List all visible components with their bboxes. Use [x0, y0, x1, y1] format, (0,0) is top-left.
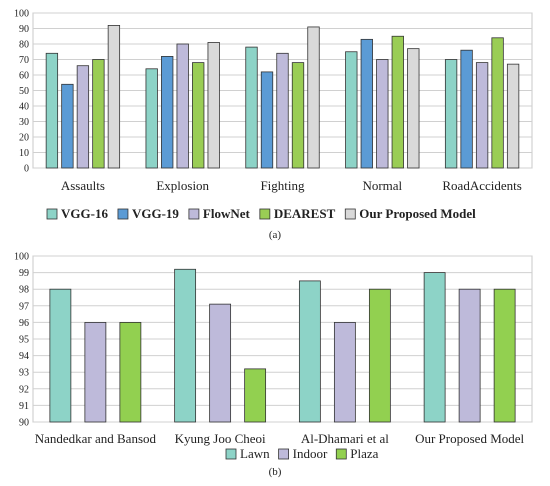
chart-a-legend: VGG-16 VGG-19 FlowNet DEAREST Our Proposed M… [46, 206, 476, 221]
legend-swatch [344, 208, 356, 220]
chart-b-gridlines [33, 255, 532, 423]
bar-dearest-fighting [291, 62, 305, 169]
y-tick-label: 10 [19, 148, 29, 159]
y-tick-label: 99 [19, 268, 29, 279]
chart-a-caption: (a) [269, 229, 282, 241]
legend-label: Our Proposed Model [359, 206, 476, 221]
chart-b: 90 91 92 93 94 95 96 97 98 99 100 Nandedkar and Ba… [14, 252, 533, 478]
x-category-label: Fighting [260, 178, 305, 193]
y-tick-label: 93 [19, 368, 29, 379]
chart-a-bars [45, 24, 520, 169]
y-tick-label: 70 [19, 55, 29, 66]
x-category-label: Normal [362, 178, 402, 193]
bar-vgg-19-assaults [61, 83, 74, 169]
chart-b-caption: (b) [269, 466, 282, 478]
bar-indoor-al-dhamari-et-al [333, 321, 356, 423]
legend-swatch [225, 448, 237, 460]
bar-indoor-kyung-joo-cheoi [209, 303, 232, 423]
y-tick-label: 40 [19, 102, 29, 113]
bar-indoor-our-proposed-model [458, 288, 481, 423]
bar-our-proposed-model-explosion [207, 42, 220, 169]
bar-vgg-16-normal [345, 51, 358, 169]
x-category-label: Al-Dhamari et al [301, 431, 389, 446]
x-category-label: Our Proposed Model [415, 431, 524, 446]
x-category-label: Nandedkar and Bansod [35, 431, 157, 446]
y-tick-label: 98 [19, 285, 29, 296]
bar-our-proposed-model-roadaccidents [506, 63, 520, 169]
y-tick-label: 50 [19, 86, 29, 97]
bar-vgg-19-explosion [161, 56, 174, 169]
chart-b-legend: Lawn Indoor Plaza [225, 446, 379, 461]
legend-swatch [188, 208, 200, 220]
y-tick-label: 90 [19, 24, 29, 35]
y-tick-label: 100 [14, 252, 29, 263]
x-category-label: Assaults [61, 178, 105, 193]
x-category-label: Kyung Joo Cheoi [175, 431, 266, 446]
y-tick-label: 96 [19, 318, 29, 329]
bar-lawn-al-dhamari-et-al [298, 280, 321, 423]
bar-vgg-16-roadaccidents [444, 59, 458, 169]
legend-swatch [335, 448, 347, 460]
bar-lawn-nandedkar-and-bansod [49, 288, 72, 423]
bar-flownet-explosion [176, 43, 189, 169]
bar-vgg-19-normal [360, 38, 373, 169]
y-tick-label: 95 [19, 335, 29, 346]
chart-b-x-axis: Nandedkar and Bansod Kyung Joo Cheoi Al-Dh… [35, 431, 525, 446]
bar-our-proposed-model-normal [407, 48, 420, 169]
bar-lawn-kyung-joo-cheoi [174, 268, 197, 423]
chart-b-y-axis: 90 91 92 93 94 95 96 97 98 99 100 [14, 252, 29, 429]
chart-a-y-axis: 0 10 20 30 40 50 60 70 80 90 100 [14, 9, 29, 175]
chart-a: 0 10 20 30 40 50 60 70 80 90 100 Assaults Explosion… [14, 9, 533, 241]
y-tick-label: 97 [19, 301, 29, 312]
y-tick-label: 60 [19, 71, 29, 82]
y-tick-label: 92 [19, 384, 29, 395]
bar-vgg-19-roadaccidents [460, 49, 473, 169]
x-category-label: RoadAccidents [442, 178, 521, 193]
y-tick-label: 30 [19, 117, 29, 128]
y-tick-label: 80 [19, 40, 29, 51]
bar-flownet-roadaccidents [475, 62, 489, 169]
legend-swatch [46, 208, 58, 220]
bar-plaza-kyung-joo-cheoi [244, 368, 267, 423]
bar-dearest-roadaccidents [491, 37, 504, 169]
y-tick-label: 0 [24, 164, 29, 175]
legend-label: Indoor [293, 446, 328, 461]
bar-our-proposed-model-assaults [107, 24, 121, 169]
legend-label: Plaza [350, 446, 378, 461]
bar-plaza-al-dhamari-et-al [368, 288, 391, 423]
bar-flownet-normal [376, 59, 389, 169]
legend-label: FlowNet [203, 206, 251, 221]
bar-dearest-normal [391, 35, 404, 169]
chart-a-x-axis: Assaults Explosion Fighting Normal RoadAccid… [61, 178, 522, 193]
bar-lawn-our-proposed-model [423, 272, 446, 423]
bar-indoor-nandedkar-and-bansod [84, 321, 107, 423]
bar-vgg-19-fighting [260, 71, 274, 169]
x-category-label: Explosion [156, 178, 209, 193]
legend-label: Lawn [240, 446, 270, 461]
legend-swatch [259, 208, 271, 220]
legend-swatch [117, 208, 129, 220]
chart-b-bars [49, 268, 516, 423]
y-tick-label: 20 [19, 133, 29, 144]
legend-label: DEAREST [274, 206, 336, 221]
bar-flownet-assaults [76, 65, 90, 169]
legend-label: VGG-16 [61, 206, 108, 221]
bar-plaza-nandedkar-and-bansod [119, 321, 142, 423]
bar-plaza-our-proposed-model [493, 288, 516, 423]
bar-vgg-16-assaults [45, 52, 59, 169]
y-tick-label: 91 [19, 401, 29, 412]
bar-vgg-16-fighting [245, 46, 258, 169]
bar-our-proposed-model-fighting [307, 26, 320, 169]
y-tick-label: 90 [19, 418, 29, 429]
y-tick-label: 94 [19, 351, 29, 362]
legend-swatch [278, 448, 290, 460]
y-tick-label: 100 [14, 9, 29, 20]
bar-dearest-explosion [192, 62, 205, 169]
legend-label: VGG-19 [132, 206, 179, 221]
bar-dearest-assaults [92, 59, 105, 169]
bar-vgg-16-explosion [145, 68, 158, 169]
bar-flownet-fighting [276, 52, 289, 169]
